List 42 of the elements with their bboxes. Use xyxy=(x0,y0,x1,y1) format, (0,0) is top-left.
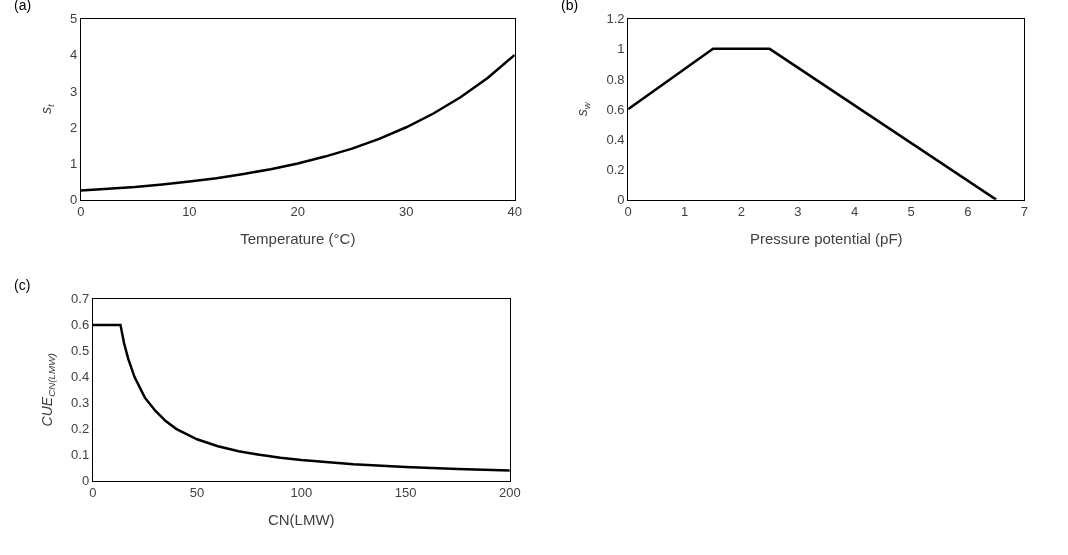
x-tick-label: 4 xyxy=(850,204,859,220)
x-tick-label: 30 xyxy=(399,204,414,220)
y-tick-label: 5 xyxy=(70,11,78,27)
y-tick-label: 4 xyxy=(70,47,78,63)
x-tick-label: 7 xyxy=(1020,204,1029,220)
y-tick-label: 2 xyxy=(70,119,78,135)
y-tick-label: 0.6 xyxy=(606,101,625,117)
y-tick-label: 0.5 xyxy=(71,343,90,359)
x-axis-title: CN(LMW) xyxy=(267,511,335,529)
x-tick-label: 10 xyxy=(182,204,197,220)
y-tick-label: 0 xyxy=(70,192,78,208)
x-tick-label: 50 xyxy=(189,485,205,501)
y-tick-label: 0.6 xyxy=(71,317,90,333)
y-tick-label: 0.7 xyxy=(71,291,90,307)
y-tick-label: 1.2 xyxy=(606,11,625,27)
y-tick-label: 0.1 xyxy=(71,447,90,463)
chart-title: (c) xyxy=(14,277,31,293)
x-axis-title: Pressure potential (pF) xyxy=(750,230,903,248)
chart-title: (a) xyxy=(14,0,32,13)
y-tick-label: 0 xyxy=(617,192,625,208)
x-axis-title: Temperature (°C) xyxy=(240,230,356,248)
y-tick-label: 0.2 xyxy=(606,162,625,178)
x-tick-label: 6 xyxy=(964,204,972,220)
y-tick-label: 0 xyxy=(81,473,90,489)
x-tick-label: 150 xyxy=(394,485,417,501)
x-tick-label: 20 xyxy=(290,204,306,220)
y-tick-label: 0.8 xyxy=(606,71,625,87)
y-tick-label: 0.3 xyxy=(71,395,90,411)
x-tick-label: 1 xyxy=(681,204,689,220)
y-tick-label: 0.2 xyxy=(71,421,90,437)
y-tick-label: 1 xyxy=(70,156,78,172)
y-tick-label: 3 xyxy=(70,83,78,99)
y-tick-label: 0.4 xyxy=(71,369,90,385)
x-tick-label: 2 xyxy=(737,204,745,220)
x-tick-label: 100 xyxy=(290,485,313,501)
x-tick-label: 200 xyxy=(498,485,521,501)
x-tick-label: 40 xyxy=(507,204,522,220)
y-tick-label: 0.4 xyxy=(606,131,625,147)
x-tick-label: 3 xyxy=(794,204,802,220)
x-tick-label: 5 xyxy=(907,204,915,220)
y-tick-label: 1 xyxy=(617,41,625,57)
chart-title: (b) xyxy=(561,0,579,13)
